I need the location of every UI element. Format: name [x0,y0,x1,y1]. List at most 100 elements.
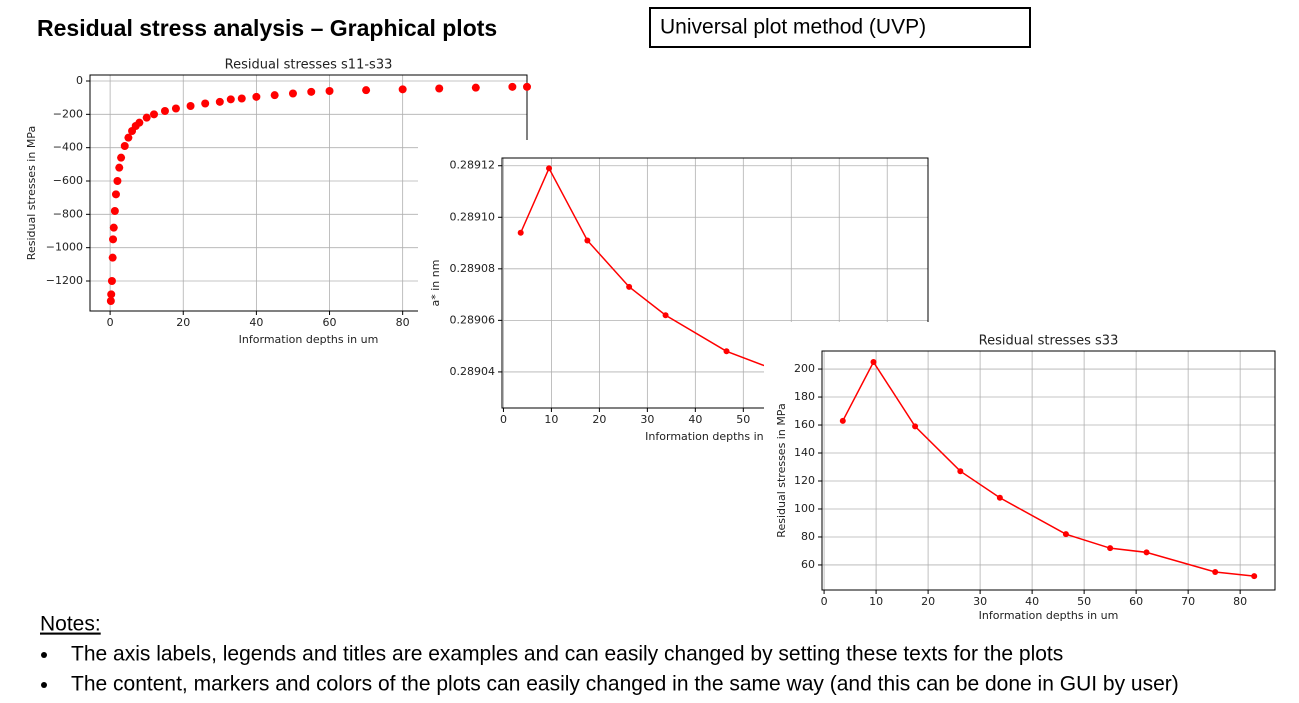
y-tick-label: 60 [801,558,815,571]
data-point [109,223,118,232]
y-tick-label: 100 [794,502,815,515]
x-tick-label: 40 [249,316,263,329]
note: The content, markers and colors of the p… [71,673,1179,696]
slide-title: Residual stress analysis – Graphical plo… [37,15,497,41]
x-axis-label: Information depths in um [239,333,379,346]
data-point [106,297,115,305]
method-box [649,7,1031,48]
data-point [523,82,531,91]
plot-frame [501,157,929,409]
x-tick-label: 20 [592,413,606,426]
data-point [362,86,371,95]
data-point [1251,573,1258,580]
plot-frame [821,350,1276,591]
x-tick-label: 30 [640,413,654,426]
data-point [117,153,126,162]
data-point [508,82,517,91]
x-tick-label: 40 [1025,595,1039,608]
notes-heading: Notes: [40,613,101,636]
x-tick-label: 20 [921,595,935,608]
note: The axis labels, legends and titles are … [71,643,1063,666]
y-tick-label: −600 [53,174,83,187]
data-point [149,110,158,119]
x-tick-label: 50 [736,413,750,426]
y-tick-label: 120 [794,474,815,487]
data-line [842,360,1255,577]
data-point [111,190,120,199]
data-point [517,229,524,236]
data-point [957,468,964,475]
y-tick-label: −1000 [46,241,83,254]
y-tick-label: 0.28908 [450,262,496,275]
y-axis-label: a* in nm [429,260,442,307]
data-point [1212,568,1219,575]
data-point [160,107,169,115]
data-point [839,417,846,424]
data-point [996,494,1003,501]
y-tick-label: −400 [53,141,83,154]
y-tick-label: −800 [53,207,83,220]
data-point [109,235,118,244]
y-tick-label: −1200 [46,274,83,287]
data-point [215,97,224,106]
y-tick-label: 200 [794,362,815,375]
data-point [201,99,210,108]
data-point [435,84,444,93]
data-point [471,83,480,92]
x-tick-label: 60 [323,316,337,329]
chart: 0 10 20 30 40 50 60 70 80 60 80 100 120 140 160 180 200 R… [764,322,1290,626]
data-point [325,87,334,95]
y-axis-label: Residual stresses in MPa [25,126,38,260]
y-tick-label: 0.28904 [450,365,496,378]
y-tick-label: 0.28912 [450,159,496,172]
x-tick-label: 80 [1233,595,1247,608]
data-point [546,165,553,172]
y-tick-label: 140 [794,446,815,459]
x-tick-label: 10 [544,413,558,426]
data-point [115,163,124,172]
data-point [110,207,119,215]
x-axis-label: Information depths in um [979,609,1119,622]
data-point [1062,531,1069,538]
x-axis-label: Information depths in um [645,430,785,443]
x-tick-label: 60 [1129,595,1143,608]
bullet [41,682,47,688]
data-point [626,283,633,290]
data-point [186,102,195,110]
x-tick-label: 0 [821,595,828,608]
data-point [912,423,919,430]
data-point [584,237,591,244]
x-tick-label: 0 [107,316,114,329]
y-tick-label: 0.28906 [450,313,496,326]
chart-title: Residual stresses s11-s33 [225,58,393,73]
y-tick-label: 0.28910 [450,210,496,223]
y-tick-label: 180 [794,390,815,403]
y-tick-label: −200 [53,107,83,120]
data-point [662,312,669,319]
data-point [120,142,129,150]
x-tick-label: 0 [500,413,507,426]
charts: 0 20 40 60 80 −1200 −1000 −800 −600 −400 −200 0 Resi… [25,58,1290,626]
x-tick-label: 10 [869,595,883,608]
data-point [113,177,122,185]
data-point [226,95,235,104]
data-point [870,359,877,366]
data-point [307,87,316,96]
data-point [124,133,133,142]
x-tick-label: 40 [688,413,702,426]
figure-background [764,322,1290,626]
y-tick-label: 80 [801,530,815,543]
x-tick-label: 30 [973,595,987,608]
method-label: Universal plot method (UVP) [660,16,926,39]
x-tick-label: 20 [176,316,190,329]
data-point [237,94,246,103]
data-point [171,104,180,113]
data-point [1107,545,1114,552]
data-point [270,91,279,100]
data-point [107,290,116,299]
chart: 0 20 40 60 80 −1200 −1000 −800 −600 −400 −200 0 Resi… [25,58,531,346]
data-point [142,113,151,122]
data-point [107,277,116,285]
data-point [723,348,730,355]
